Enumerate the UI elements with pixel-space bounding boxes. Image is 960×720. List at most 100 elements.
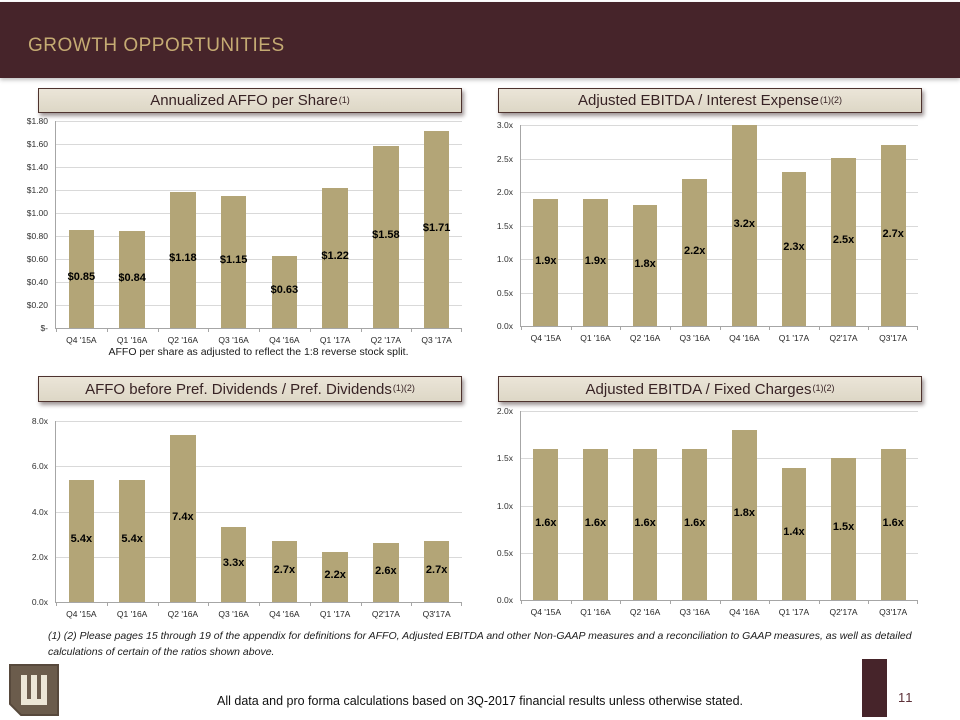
bar (373, 543, 399, 602)
x-axis-tick-mark (720, 600, 721, 604)
x-axis-tick-label: Q4 '16A (729, 333, 760, 343)
gridline (521, 226, 918, 227)
y-axis-tick-label: $1.60 (26, 139, 48, 149)
bar-data-label: 1.6x (584, 516, 607, 529)
y-axis-tick-label: $0.80 (26, 231, 48, 241)
bar (119, 480, 145, 602)
chart-title-box: AFFO before Pref. Dividends / Pref. Divi… (38, 376, 462, 402)
x-axis-tick-mark (208, 328, 209, 332)
chart-title-text: Annualized AFFO per Share (150, 92, 338, 109)
x-axis-tick-mark (56, 602, 57, 606)
gridline (521, 125, 918, 126)
x-axis-tick-mark (769, 326, 770, 330)
x-axis-tick-label: Q1 '17A (319, 335, 351, 345)
x-axis-tick-label: Q2 '17A (370, 335, 402, 345)
x-axis-tick-label: Q1 '17A (319, 609, 351, 619)
bar-data-label: 1.9x (535, 254, 557, 267)
bar (170, 435, 196, 602)
gridline (56, 421, 462, 422)
y-axis-tick-label: $1.00 (26, 208, 48, 218)
x-axis-tick-label: Q3'17A (422, 609, 451, 619)
x-axis-tick-mark (917, 326, 918, 330)
y-axis-tick-label: 0.0x (31, 597, 48, 607)
bar (533, 449, 559, 600)
bar (423, 131, 450, 328)
gridline (56, 512, 462, 513)
x-axis-tick-mark (521, 600, 522, 604)
gridline (521, 411, 918, 412)
bar (373, 146, 399, 328)
page-title: GROWTH OPPORTUNITIES (28, 35, 285, 56)
gridline (521, 553, 918, 554)
bar-data-label: $1.22 (321, 250, 349, 262)
y-axis-tick-label: $0.20 (26, 300, 48, 310)
x-axis-tick-mark (670, 326, 671, 330)
gridline (521, 192, 918, 193)
bar-data-label: 2.6x (375, 564, 397, 577)
y-axis-tick-label: 8.0x (31, 416, 48, 426)
x-axis-tick-mark (310, 328, 311, 332)
chart-plot-area: 8.0x 6.0x 4.0x 2.0x 0.0x 5.4x Q4 '15A 5.4x Q1 '1… (32, 416, 462, 619)
y-axis-tick-label: 2.0x (31, 552, 48, 562)
x-axis-tick-label: Q3 '16A (679, 333, 710, 343)
bar-data-label: 1.6x (535, 516, 557, 529)
gridline (56, 282, 462, 283)
bar (682, 179, 708, 326)
x-axis-tick-mark (670, 600, 671, 604)
x-axis-tick-mark (819, 600, 820, 604)
x-axis-tick-mark (868, 326, 869, 330)
x-axis-tick-label: Q4 '16A (269, 609, 300, 619)
x-axis-tick-mark (620, 326, 621, 330)
x-axis-tick-label: Q4 '15A (66, 335, 97, 345)
x-axis-tick-mark (310, 602, 311, 606)
bar-data-label: 2.7x (882, 227, 904, 240)
x-axis-tick-mark (361, 328, 362, 332)
x-axis-tick-label: Q1 '17A (778, 333, 810, 343)
x-axis-tick-mark (720, 326, 721, 330)
bar-data-label: $1.58 (372, 229, 400, 241)
header-banner: GROWTH OPPORTUNITIES (0, 2, 960, 78)
bar (271, 256, 298, 328)
x-axis-tick-mark (107, 602, 108, 606)
bar-data-label: 1.4x (783, 526, 805, 538)
bar (731, 430, 757, 600)
x-axis-tick-mark (259, 602, 260, 606)
chart-plot-area: 2.0x 1.5x 1.0x 0.5x 0.0x 1.6x Q4 '15A 1.6x Q1 '1… (497, 406, 918, 617)
x-axis-tick-mark (208, 602, 209, 606)
y-axis-tick-label: 4.0x (31, 507, 48, 517)
chart-title-footnote-ref: (1)(2) (819, 94, 842, 105)
bar-data-label: 2.7x (425, 563, 448, 576)
y-axis-tick-label: 0.0x (496, 595, 513, 605)
chart-plot-area: $1.80 $1.60 $1.40 $1.20 $1.00 $0.80 $0.60 $0.40… (27, 116, 462, 345)
x-axis-tick-mark (917, 600, 918, 604)
bar (831, 458, 856, 600)
x-axis-tick-mark (411, 602, 412, 606)
x-axis-tick-mark (461, 602, 462, 606)
bar (880, 449, 906, 600)
x-axis-tick-mark (107, 328, 108, 332)
y-axis-tick-label: 2.0x (496, 406, 513, 416)
x-axis-tick-label: Q3'17A (879, 607, 908, 617)
gridline (56, 557, 462, 558)
bar (68, 230, 95, 328)
gridline (56, 121, 462, 122)
chart-title-footnote-ref: (1)(2) (812, 383, 835, 393)
y-axis-tick-label: 1.0x (496, 254, 513, 264)
x-axis-tick-mark (259, 328, 260, 332)
x-axis-tick-label: Q4 '15A (530, 607, 562, 617)
appendix-footnote: (1) (2) Please pages 15 through 19 of th… (48, 630, 912, 658)
x-axis-tick-mark (56, 328, 57, 332)
x-axis-tick-mark (158, 328, 159, 332)
bar-data-label: 1.5x (832, 521, 855, 533)
bar-data-label: 2.7x (273, 563, 296, 576)
bar (322, 552, 348, 602)
gridline (521, 259, 918, 260)
gridline (521, 458, 918, 459)
bar-data-label: 5.4x (70, 533, 93, 545)
x-axis-tick-mark (819, 326, 820, 330)
x-axis-tick-mark (620, 600, 621, 604)
gridline (56, 305, 462, 306)
company-logo (8, 663, 60, 720)
bar-data-label: $1.18 (169, 252, 197, 264)
y-axis-tick-label: 0.0x (496, 321, 513, 331)
